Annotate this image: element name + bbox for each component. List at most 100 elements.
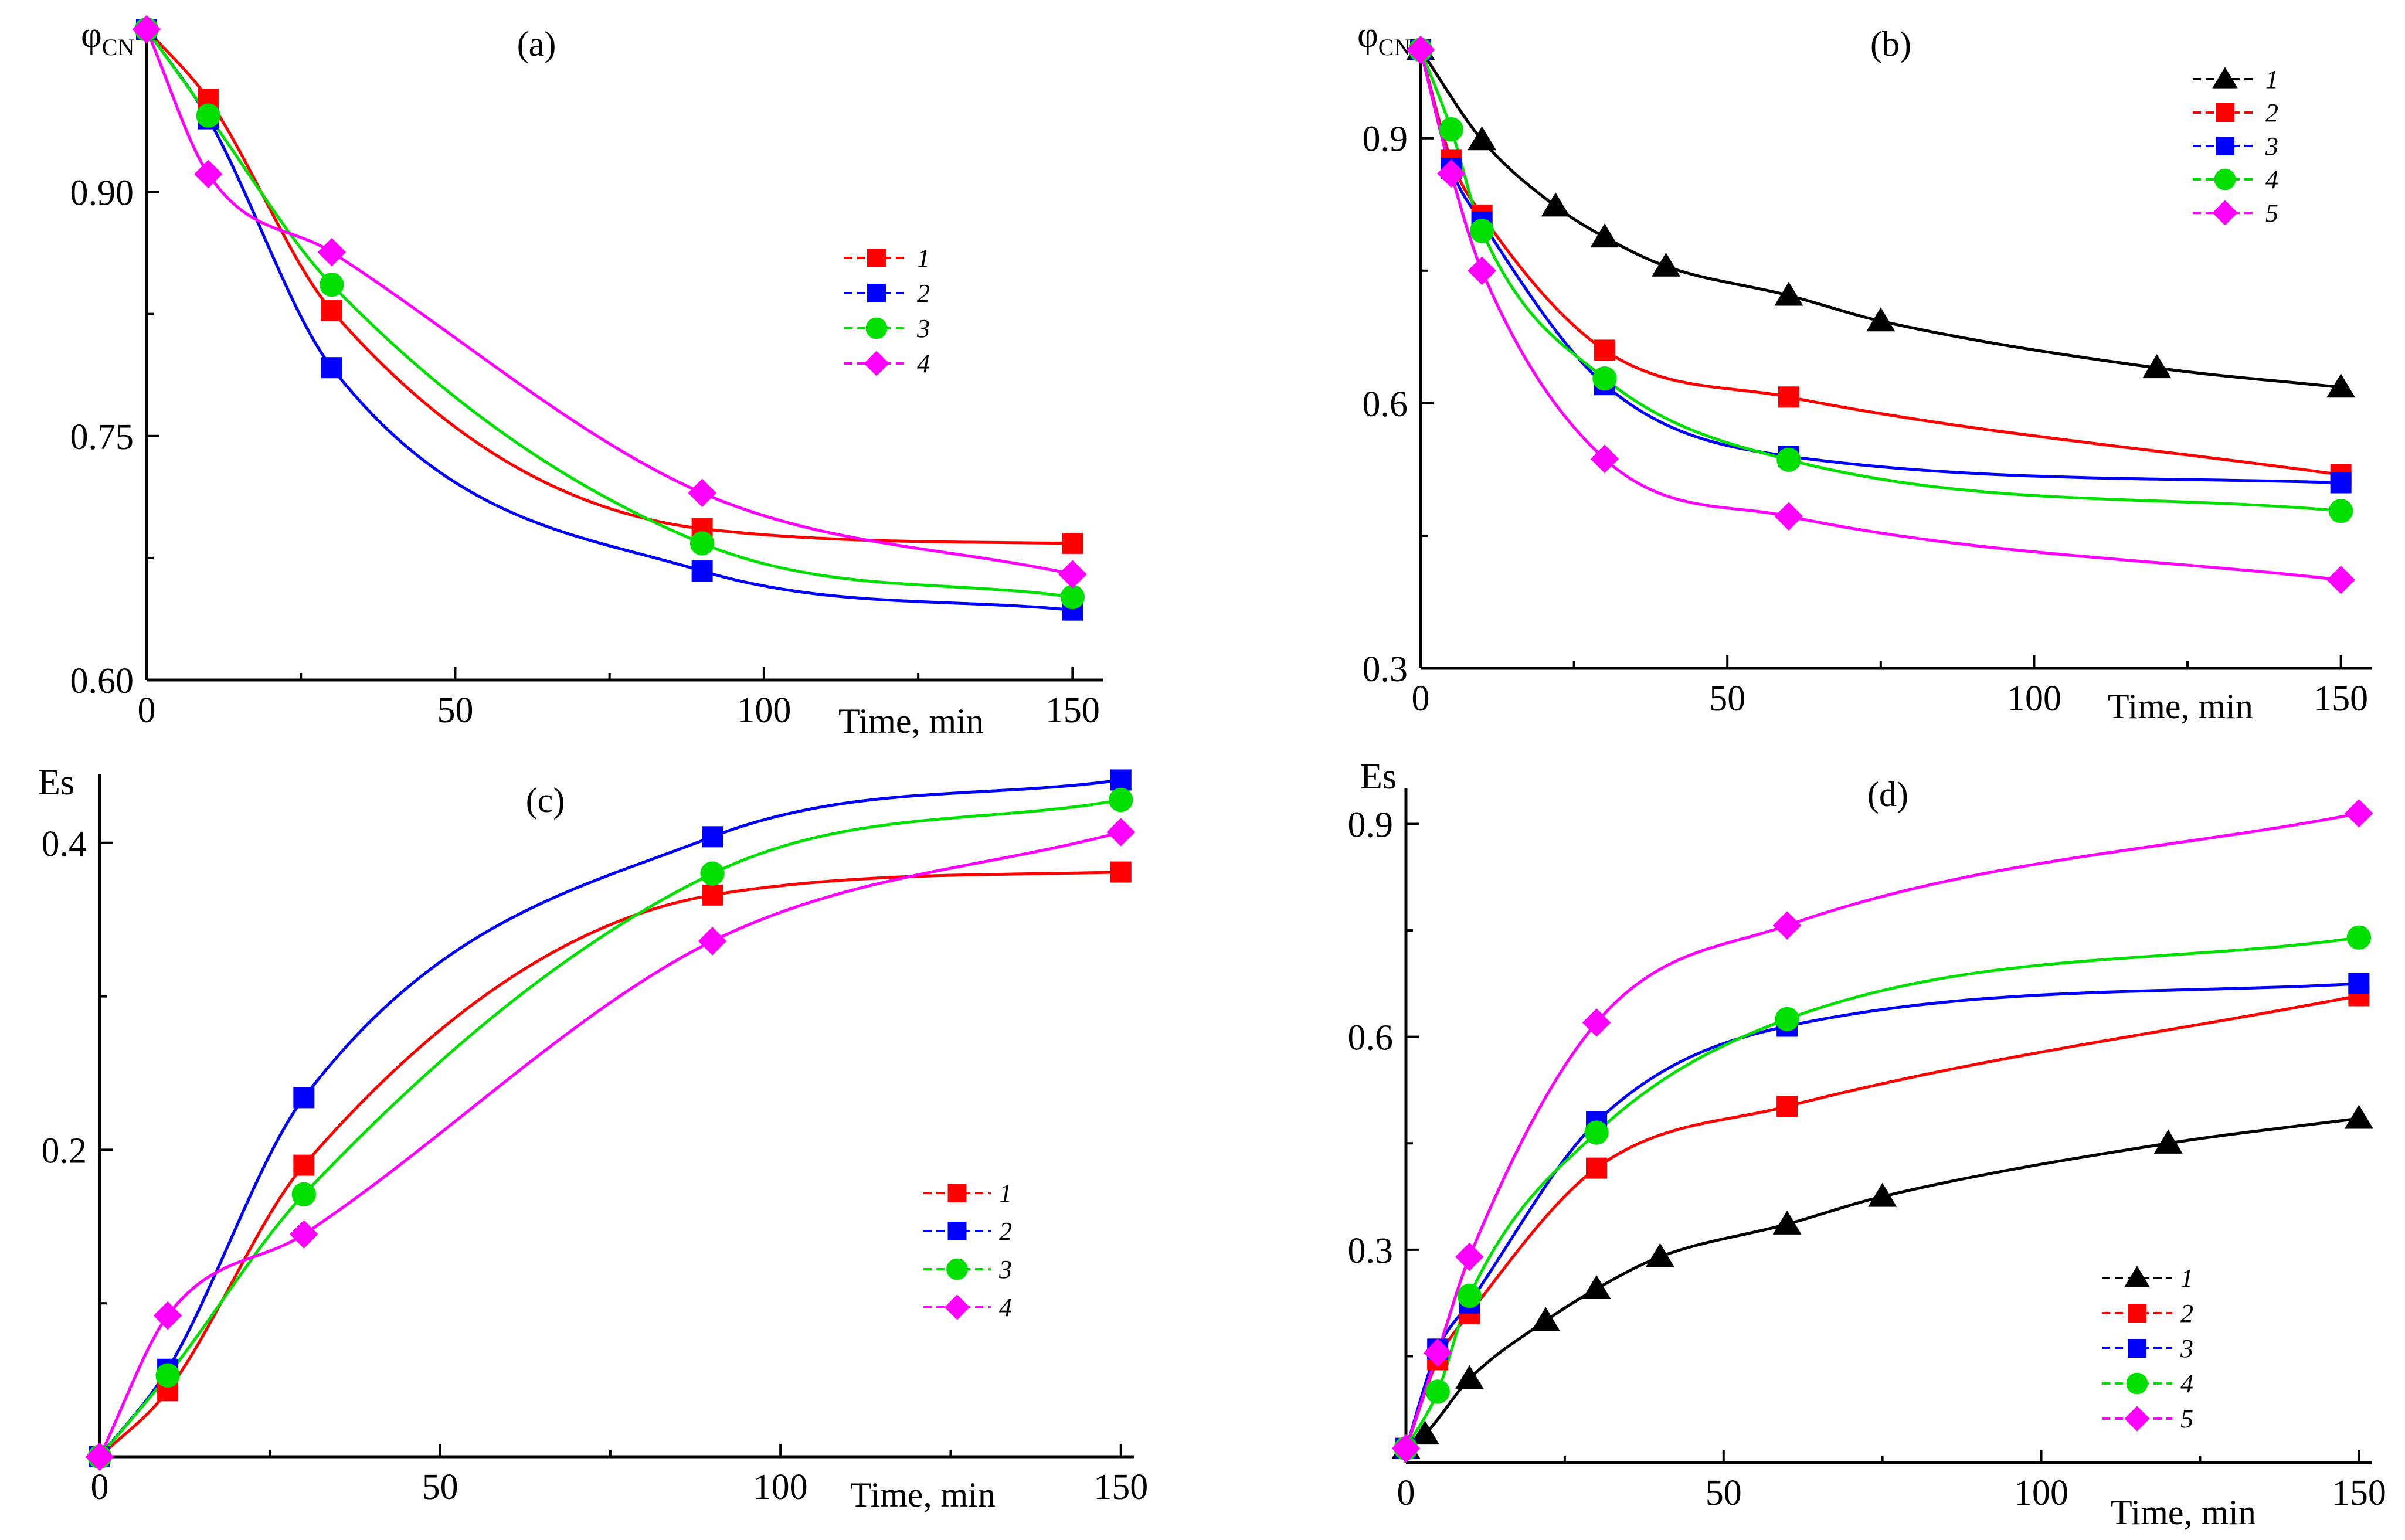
legend-label: 2: [999, 1217, 1012, 1246]
series-3-point: [320, 272, 344, 297]
series-4-point: [2328, 499, 2353, 523]
series-2-point: [1110, 769, 1132, 791]
series-1-point: [2142, 354, 2172, 379]
series-5-point: [1423, 1338, 1452, 1367]
series-2-point: [691, 560, 713, 582]
legend-marker: [2124, 1266, 2150, 1287]
series-2-curve: [145, 28, 1073, 612]
series-1-point: [1410, 1420, 1440, 1445]
panel-title: (c): [526, 781, 565, 820]
series-4-point: [2346, 925, 2372, 950]
series-4-point: [132, 15, 161, 44]
series-4-point: [1425, 1379, 1450, 1404]
legend-marker: [867, 249, 886, 267]
series-3-point: [2330, 472, 2352, 494]
x-tick-label: 150: [1093, 1467, 1148, 1507]
legend: 1 2 3 4: [923, 1179, 1012, 1322]
series-1-point: [1645, 1243, 1674, 1267]
series-3-point: [700, 861, 725, 886]
x-axis-label: Time, min: [850, 1476, 996, 1514]
series-4-point: [290, 1220, 318, 1249]
legend-label: 1: [2180, 1264, 2193, 1293]
series-1-point: [321, 300, 342, 322]
series-1-point: [2326, 373, 2356, 398]
chart-a: 0 50 100 150 0.60 0.75 0.90 φCN Time, min (a) 1 2 3 4: [70, 15, 1103, 740]
series-4-point: [1457, 1283, 1482, 1308]
legend: 1 2 3 4: [844, 244, 930, 378]
series-1-point: [702, 884, 723, 906]
series-4-curve: [145, 29, 1073, 576]
legend-label: 5: [2180, 1405, 2193, 1433]
x-tick-label: 0: [91, 1467, 109, 1507]
series-5-point: [1590, 444, 1619, 474]
legend-label: 1: [2265, 65, 2278, 94]
y-tick-label: 0.3: [1363, 650, 1408, 689]
x-tick-label: 150: [2314, 679, 2368, 719]
series-3-point: [291, 1182, 317, 1207]
y-tick-label: 0.60: [70, 661, 134, 701]
legend-label: 4: [999, 1293, 1012, 1322]
chart-c: 0 50 100 150 0.2 0.4 Es Time, min (c) 1 2 3 4: [38, 763, 1148, 1514]
y-tick-label: 0.75: [70, 417, 134, 457]
legend-marker: [865, 317, 888, 339]
series-4-point: [688, 478, 716, 508]
series-4-point: [1592, 366, 1617, 391]
series-5-point: [2345, 799, 2373, 828]
series-5-point: [1455, 1242, 1484, 1272]
panel-title: (d): [1867, 775, 1908, 814]
legend-marker: [946, 1258, 968, 1280]
legend: 1 2 3 4 5: [2193, 65, 2278, 227]
legend-label: 2: [2180, 1299, 2193, 1328]
legend-label: 1: [999, 1179, 1012, 1208]
series-3-point: [196, 103, 220, 128]
series-1-point: [1866, 307, 1896, 332]
series-2-point: [293, 1087, 315, 1109]
x-tick-label: 100: [2014, 1473, 2068, 1513]
x-tick-label: 100: [736, 691, 791, 730]
legend-label: 2: [917, 279, 930, 308]
series-2-point: [1586, 1157, 1608, 1179]
panel-title: (a): [517, 25, 556, 63]
series-2-curve: [98, 779, 1122, 1458]
series-3-curve: [145, 28, 1073, 599]
series-4-point: [1439, 117, 1464, 142]
series-3-point: [1109, 787, 1133, 813]
x-tick-label: 50: [1709, 679, 1745, 719]
y-tick-label: 0.6: [1363, 385, 1408, 424]
x-tick-label: 50: [422, 1467, 458, 1507]
legend-label: 3: [2180, 1334, 2193, 1363]
series-4-point: [1469, 219, 1494, 243]
legend-label: 3: [2265, 132, 2278, 161]
legend: 1 2 3 4 5: [2102, 1264, 2193, 1433]
legend-label: 4: [2180, 1369, 2193, 1398]
series-2-point: [702, 826, 723, 848]
series-5-point: [1406, 35, 1435, 64]
y-tick-label: 0.90: [70, 174, 134, 213]
x-axis-label: Time, min: [2111, 1493, 2256, 1532]
legend-label: 5: [2265, 199, 2278, 227]
series-1-point: [1868, 1182, 1897, 1207]
x-tick-label: 0: [1412, 679, 1430, 719]
legend-label: 2: [2265, 98, 2278, 127]
series-3-curve: [1404, 982, 2359, 1449]
legend-label: 3: [998, 1255, 1012, 1284]
series-5-point: [2326, 565, 2355, 594]
legend-marker: [864, 351, 889, 376]
series-1-point: [1062, 532, 1083, 554]
y-tick-label: 0.9: [1348, 805, 1394, 845]
series-1-point: [1772, 1210, 1802, 1235]
series-4-point: [85, 1442, 114, 1471]
series-1-point: [1110, 861, 1132, 883]
series-5-point: [1468, 256, 1496, 285]
series-4-point: [317, 237, 347, 267]
y-axis-label: Es: [38, 763, 74, 803]
series-5-point: [1772, 911, 1802, 940]
legend-marker: [2214, 168, 2236, 191]
series-4-point: [1106, 818, 1136, 847]
series-5-curve: [1404, 811, 2359, 1449]
series-1-point: [2344, 1104, 2373, 1129]
series-3-point: [1060, 584, 1085, 610]
series-1-point: [1541, 192, 1570, 217]
x-tick-label: 0: [138, 691, 156, 730]
y-tick-label: 0.4: [42, 824, 87, 864]
